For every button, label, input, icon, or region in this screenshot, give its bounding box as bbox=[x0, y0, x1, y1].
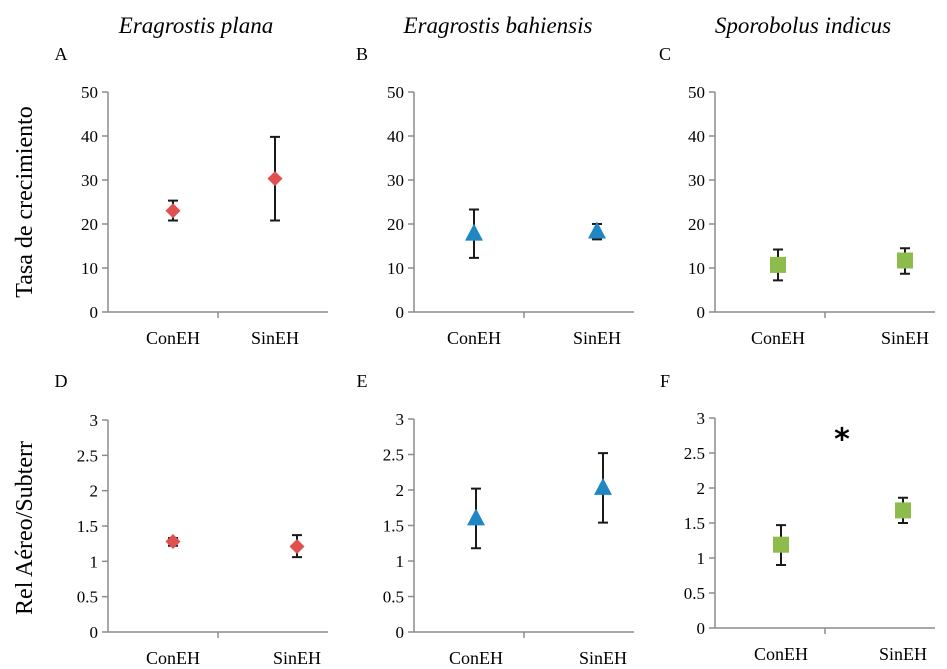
y-tick-label-a: 40 bbox=[81, 127, 98, 146]
panel-d: D 0 0.5 1 1.5 2 2.5 3 ConEH SinEH bbox=[55, 371, 328, 668]
column-title-eragrostis-bahiensis: Eragrostis bahiensis bbox=[403, 13, 593, 38]
row-label-shoot-root-ratio: Rel Aéreo/Subterr bbox=[12, 441, 38, 615]
data-point-e-coneh bbox=[467, 508, 485, 526]
y-tick-label-b: 30 bbox=[387, 171, 404, 190]
y-tick-label-e: 1.5 bbox=[383, 517, 404, 536]
y-tick-label-c: 50 bbox=[688, 83, 705, 102]
y-tick-label-b: 40 bbox=[387, 127, 404, 146]
y-tick-label-e: 2.5 bbox=[383, 446, 404, 465]
data-point-f-coneh bbox=[773, 536, 789, 553]
y-tick-label-f: 1.5 bbox=[684, 514, 705, 533]
y-tick-label-f: 0 bbox=[697, 619, 706, 638]
data-point-a-coneh bbox=[165, 203, 181, 219]
x-category-label-c-coneh: ConEH bbox=[751, 328, 805, 348]
data-point-a-sineh bbox=[267, 171, 283, 187]
y-tick-label-f: 0.5 bbox=[684, 584, 705, 603]
x-category-label-e-coneh: ConEH bbox=[449, 648, 503, 668]
row-label-growth-rate: Tasa de crecimiento bbox=[12, 106, 38, 298]
y-tick-label-c: 40 bbox=[688, 127, 705, 146]
x-category-label-f-coneh: ConEH bbox=[754, 644, 808, 664]
y-tick-label-a: 10 bbox=[81, 259, 98, 278]
data-point-b-sineh bbox=[588, 221, 606, 239]
y-tick-label-b: 50 bbox=[387, 83, 404, 102]
y-tick-label-f: 2.5 bbox=[684, 444, 705, 463]
data-point-f-sineh bbox=[895, 502, 911, 519]
panel-letter-f: F bbox=[660, 371, 670, 391]
y-tick-label-d: 1 bbox=[90, 552, 99, 571]
data-point-d-sineh bbox=[289, 538, 305, 554]
y-tick-label-d: 2 bbox=[90, 482, 99, 501]
panel-letter-b: B bbox=[356, 44, 368, 64]
panel-letter-c: C bbox=[659, 44, 671, 64]
y-tick-label-f: 1 bbox=[697, 549, 706, 568]
y-tick-label-c: 10 bbox=[688, 259, 705, 278]
y-tick-label-a: 30 bbox=[81, 171, 98, 190]
y-tick-label-e: 2 bbox=[396, 481, 405, 500]
y-tick-label-b: 0 bbox=[396, 303, 405, 322]
y-tick-label-e: 1 bbox=[396, 552, 405, 571]
data-point-e-sineh bbox=[594, 477, 612, 495]
x-category-label-b-sineh: SinEH bbox=[573, 328, 621, 348]
x-category-label-c-sineh: SinEH bbox=[881, 328, 929, 348]
y-tick-label-d: 1.5 bbox=[77, 517, 98, 536]
x-category-label-d-sineh: SinEH bbox=[273, 648, 321, 668]
x-category-label-e-sineh: SinEH bbox=[579, 648, 627, 668]
y-tick-label-b: 20 bbox=[387, 215, 404, 234]
y-tick-label-d: 3 bbox=[90, 411, 99, 430]
y-tick-label-f: 3 bbox=[697, 409, 706, 428]
y-tick-label-e: 3 bbox=[396, 410, 405, 429]
significance-asterisk-f: * bbox=[834, 423, 850, 458]
y-tick-label-e: 0.5 bbox=[383, 588, 404, 607]
y-tick-label-a: 20 bbox=[81, 215, 98, 234]
y-tick-label-f: 2 bbox=[697, 479, 706, 498]
y-tick-label-c: 0 bbox=[697, 303, 706, 322]
x-category-label-a-coneh: ConEH bbox=[146, 328, 200, 348]
data-point-c-sineh bbox=[897, 252, 913, 269]
y-tick-label-c: 30 bbox=[688, 171, 705, 190]
panel-e: E 0 0.5 1 1.5 2 2.5 3 ConEH SinEH bbox=[357, 371, 634, 668]
y-tick-label-a: 0 bbox=[90, 303, 99, 322]
y-tick-label-d: 2.5 bbox=[77, 446, 98, 465]
panel-letter-e: E bbox=[357, 371, 368, 391]
y-tick-label-d: 0.5 bbox=[77, 588, 98, 607]
data-point-c-coneh bbox=[770, 256, 786, 273]
panel-f: F 0 0.5 1 1.5 2 2.5 3 ConEH SinEH * bbox=[660, 371, 935, 664]
data-point-d-coneh bbox=[165, 534, 181, 550]
column-title-sporobolus-indicus: Sporobolus indicus bbox=[715, 13, 891, 38]
y-tick-label-a: 50 bbox=[81, 83, 98, 102]
panel-c: C 0 10 20 30 40 50 ConEH SinEH bbox=[659, 44, 935, 348]
y-tick-label-c: 20 bbox=[688, 215, 705, 234]
panel-a: A 0 10 20 30 40 50 ConEH SinEH bbox=[55, 44, 328, 348]
panel-b: B 0 10 20 30 40 50 ConEH SinEH bbox=[356, 44, 634, 348]
panel-letter-a: A bbox=[55, 44, 68, 64]
x-category-label-a-sineh: SinEH bbox=[251, 328, 299, 348]
y-tick-label-d: 0 bbox=[90, 623, 99, 642]
y-tick-label-b: 10 bbox=[387, 259, 404, 278]
column-title-eragrostis-plana: Eragrostis plana bbox=[118, 13, 273, 38]
x-category-label-f-sineh: SinEH bbox=[879, 644, 927, 664]
data-point-b-coneh bbox=[465, 223, 483, 241]
panel-letter-d: D bbox=[55, 371, 68, 391]
y-tick-label-e: 0 bbox=[396, 623, 405, 642]
x-category-label-d-coneh: ConEH bbox=[146, 648, 200, 668]
x-category-label-b-coneh: ConEH bbox=[447, 328, 501, 348]
